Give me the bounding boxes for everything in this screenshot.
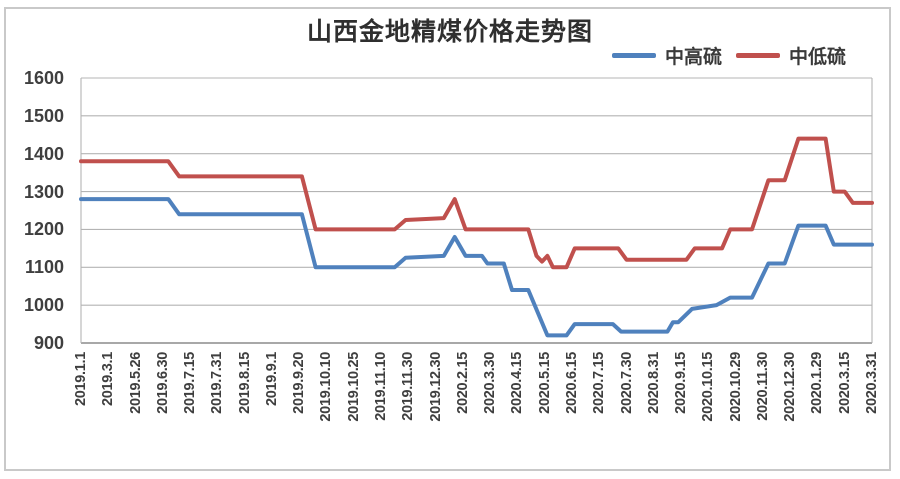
legend-item-series-2: 中低硫 bbox=[736, 42, 846, 69]
series-line-中低硫 bbox=[79, 136, 874, 270]
y-tick-label-1100: 1100 bbox=[24, 257, 64, 278]
legend-label-series-1: 中高硫 bbox=[665, 46, 723, 68]
legend: 中高硫 中低硫 bbox=[612, 42, 860, 69]
y-tick-label-1200: 1200 bbox=[23, 219, 64, 240]
y-tick-label-900: 900 bbox=[33, 333, 64, 353]
y-tick-label-1400: 1400 bbox=[23, 143, 64, 164]
chart-title: 山西金地精煤价格走势图 bbox=[306, 17, 593, 46]
legend-line-swatch-blue bbox=[612, 52, 656, 58]
y-tick-label-1300: 1300 bbox=[23, 181, 64, 202]
legend-item-series-1: 中高硫 bbox=[612, 42, 722, 69]
legend-label-series-2: 中低硫 bbox=[789, 46, 847, 68]
legend-line-swatch-red bbox=[736, 52, 781, 58]
y-tick-label-1000: 1000 bbox=[23, 295, 64, 316]
chart-frame bbox=[4, 7, 891, 471]
y-tick-label-1600: 1600 bbox=[23, 68, 64, 88]
y-tick-label-1500: 1500 bbox=[23, 105, 64, 126]
series-line-中高硫 bbox=[79, 197, 874, 338]
